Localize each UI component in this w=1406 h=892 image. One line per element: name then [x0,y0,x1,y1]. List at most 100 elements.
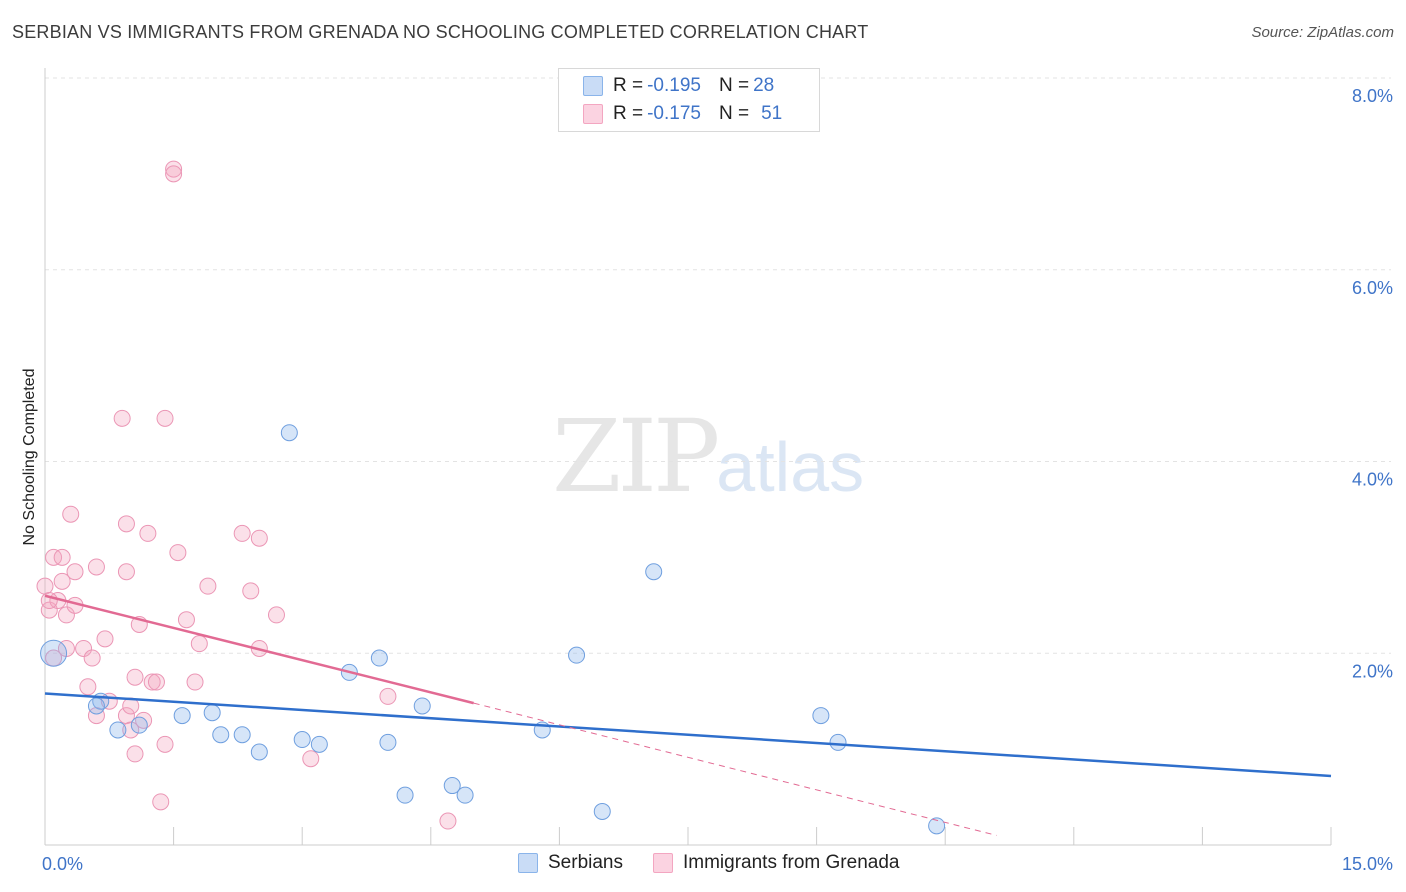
point-serbians [370,649,388,667]
point-serbians [413,697,431,715]
y-tick-label: 6.0% [1352,278,1393,298]
legend-r-value: -0.175 [647,103,701,124]
point-serbians [310,735,328,753]
point-serbians [812,707,830,725]
y-tick-label: 4.0% [1352,470,1393,490]
point-grenada [57,606,75,624]
watermark-zip: ZIP [552,398,720,515]
y-tick-label: 2.0% [1352,661,1393,681]
point-serbians [212,726,230,744]
point-serbians [280,424,298,442]
trend-line-grenada [44,594,474,705]
point-grenada [117,515,135,533]
point-serbians [568,646,586,664]
legend-n-value: 28 [753,75,775,96]
point-serbians [645,563,663,581]
tick-labels: 2.0% 4.0% 6.0% 8.0% 0.0% 15.0% [42,86,1393,874]
gridlines [45,77,1391,654]
legend-item-grenada[interactable]: Immigrants from Grenada [653,852,899,874]
point-grenada [156,409,174,427]
point-grenada [439,812,457,830]
point-grenada [62,505,80,523]
trend-line-grenada-extrapolated [473,702,997,836]
point-grenada [126,745,144,763]
point-grenada [87,558,105,576]
legend-series-name: Serbians [548,852,623,873]
legend-row-grenada: R = -0.175 N = 51 [583,101,782,127]
y-axis-label: No Schooling Completed [21,369,38,546]
point-serbians [130,716,148,734]
point-serbians [173,707,191,725]
point-grenada [169,544,187,562]
legend-swatch-pink [653,853,673,873]
point-grenada [177,611,195,629]
legend-r-label: R = [613,103,644,124]
point-serbians [829,733,847,751]
point-serbians [396,786,414,804]
correlation-legend: R = -0.195 N = 28 R = -0.175 N = 51 [558,68,820,132]
point-grenada [40,592,58,610]
point-grenada [40,601,58,619]
point-grenada [147,673,165,691]
point-grenada [152,793,170,811]
point-serbians [443,777,461,795]
point-grenada [96,630,114,648]
point-serbians [203,704,221,722]
watermark: ZIPatlas [552,398,864,515]
point-grenada [156,735,174,753]
point-grenada [165,160,183,178]
point-grenada [83,649,101,667]
trend-lines [44,594,1332,836]
point-serbians [250,743,268,761]
point-serbians [593,802,611,820]
point-serbians [456,786,474,804]
point-serbians [928,817,946,835]
point-grenada [79,678,97,696]
chart-title: SERBIAN VS IMMIGRANTS FROM GRENADA NO SC… [12,22,869,42]
legend-item-serbians[interactable]: Serbians [518,852,623,874]
point-serbians [87,697,105,715]
point-serbians [40,639,68,667]
point-grenada [53,572,71,590]
point-grenada [165,165,183,183]
point-grenada [233,524,251,542]
legend-n-label: N = [718,103,750,124]
x-tick-label: 15.0% [1342,854,1393,874]
point-serbians [233,726,251,744]
trend-line-serbians [44,692,1332,778]
point-grenada [143,673,161,691]
legend-r-label: R = [613,75,644,96]
source-label: Source: ZipAtlas.com [1251,24,1394,41]
point-grenada [113,409,131,427]
legend-r-value: -0.195 [647,75,701,96]
point-serbians [109,721,127,739]
point-grenada [302,750,320,768]
legend-n-value: 51 [761,103,783,124]
point-serbians [379,733,397,751]
y-tick-label: 8.0% [1352,86,1393,106]
point-grenada [379,687,397,705]
legend-swatch-blue [518,853,538,873]
axes [44,68,1332,846]
point-grenada [117,563,135,581]
data-points [36,160,946,835]
point-grenada [139,524,157,542]
point-grenada [45,548,63,566]
point-grenada [53,548,71,566]
watermark-atlas: atlas [716,428,865,506]
legend-row-serbians: R = -0.195 N = 28 [583,73,774,99]
point-grenada [66,563,84,581]
point-grenada [75,639,93,657]
point-grenada [190,635,208,653]
point-grenada [250,529,268,547]
point-serbians [293,731,311,749]
legend-swatch-blue [583,76,603,96]
x-tick-label: 0.0% [42,854,83,874]
point-grenada [122,721,140,739]
point-grenada [186,673,204,691]
point-grenada [36,577,54,595]
point-grenada [199,577,217,595]
legend-n-label: N = [718,75,750,96]
point-grenada [126,668,144,686]
